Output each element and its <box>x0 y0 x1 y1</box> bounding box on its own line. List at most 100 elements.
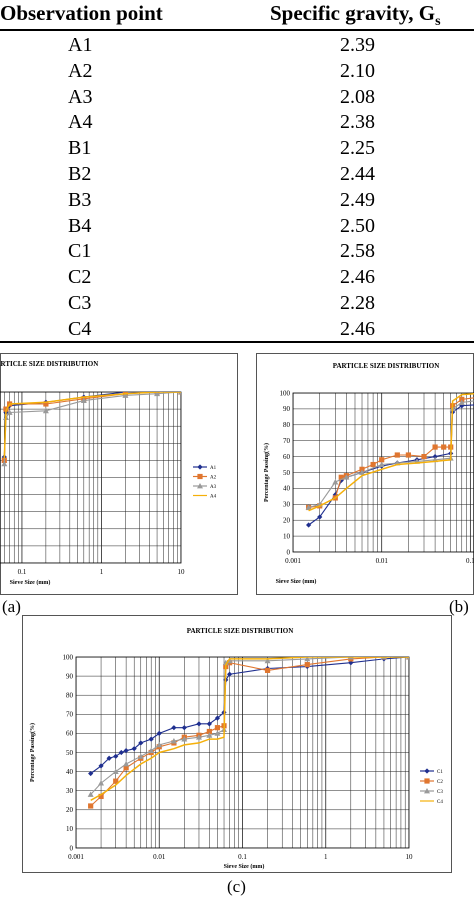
x-axis-title: Sieve Size (mm) <box>224 863 265 870</box>
data-point-b2 <box>394 452 400 458</box>
y-tick-label: 40 <box>283 485 291 493</box>
data-point-a3 <box>42 407 49 414</box>
header-observation-point: Observation point <box>0 1 163 25</box>
specific-gravity-cell: 2.25 <box>340 137 375 160</box>
x-tick-label: 0.001 <box>285 557 301 565</box>
y-tick-label: 90 <box>66 672 74 680</box>
data-point-b3 <box>359 469 366 475</box>
data-point-c1 <box>227 671 233 677</box>
specific-gravity-cell: 2.28 <box>340 292 375 314</box>
observation-point-cell: C3 <box>68 292 92 314</box>
chart-title: PARTICLE SIZE DISTRIBUTION <box>0 360 98 368</box>
specific-gravity-cell: 2.46 <box>340 317 375 340</box>
table-row: B3 2.49 <box>0 188 474 212</box>
data-point-c2 <box>304 662 310 668</box>
chart-panel-b: PARTICLE SIZE DISTRIBUTION 0 10 20 30 40 50 60 7… <box>256 353 474 595</box>
plot-area-border <box>75 656 410 849</box>
data-point-a3 <box>154 392 161 397</box>
x-tick-label: 10 <box>406 853 414 861</box>
legend-label-c4: C4 <box>437 800 443 805</box>
data-point-b3 <box>343 474 350 480</box>
observation-point-cell: C1 <box>68 240 92 263</box>
table-row: B4 2.50 <box>0 214 474 238</box>
y-tick-label: 0 <box>70 844 74 852</box>
data-point-b3 <box>378 461 385 467</box>
y-tick-label: 60 <box>283 453 291 461</box>
x-axis-title: Sieve Size (mm) <box>276 578 317 585</box>
y-tick-label: 40 <box>66 768 74 776</box>
specific-gravity-cell: 2.08 <box>340 85 375 108</box>
data-point-c3 <box>195 734 202 740</box>
data-point-b2 <box>405 452 411 458</box>
y-tick-label: 70 <box>66 711 74 719</box>
data-point-b3 <box>332 479 339 485</box>
x-tick-label: 0.1 <box>466 557 474 565</box>
chart-panel-c: PARTICLE SIZE DISTRIBUTION 0 10 20 30 40 50 60 7… <box>22 615 452 873</box>
data-point-c1 <box>88 770 94 777</box>
y-tick-label: 10 <box>283 532 291 540</box>
x-tick-label: 0.01 <box>153 853 166 861</box>
table-row: B2 2.44 <box>0 162 474 186</box>
x-tick-label: 0.1 <box>18 568 27 576</box>
data-point-b2 <box>421 454 427 460</box>
legend-label-c1: C1 <box>437 770 443 775</box>
y-tick-label: 0 <box>287 548 291 556</box>
series-group <box>1 392 181 467</box>
data-point-a3 <box>6 409 13 415</box>
data-point-b2 <box>432 444 438 450</box>
y-axis-title: Percentage Passing(%) <box>29 723 36 782</box>
legend-marker-c3 <box>424 788 430 794</box>
legend-marker-a3 <box>197 483 203 489</box>
y-tick-label: 50 <box>283 469 291 477</box>
data-point-a2 <box>43 401 49 407</box>
data-point-b2 <box>441 444 447 450</box>
y-tick-label: 60 <box>66 730 74 738</box>
series-line-c4 <box>90 657 409 801</box>
legend: A1 A2 A3 A4 <box>193 464 217 500</box>
observation-point-cell: B2 <box>68 163 92 185</box>
y-tick-label: 100 <box>63 653 74 661</box>
data-point-c3 <box>214 730 221 736</box>
y-tick-label: 90 <box>283 405 291 413</box>
header-specific-gravity-text: Specific gravity, G <box>270 1 436 25</box>
table-row: C3 2.28 <box>0 291 474 315</box>
data-point-c1 <box>138 740 144 746</box>
panel-frame <box>22 615 452 873</box>
x-tick-label: 0.001 <box>68 853 84 861</box>
table-row: C4 2.46 <box>0 317 474 341</box>
data-point-c3 <box>264 657 271 664</box>
series-line-a4 <box>3 392 181 459</box>
specific-gravity-cell: 2.46 <box>340 266 375 289</box>
data-point-b1 <box>306 522 312 528</box>
y-tick-label: 70 <box>283 437 291 445</box>
y-tick-label: 20 <box>66 806 74 814</box>
data-point-b3 <box>458 399 465 405</box>
observation-point-cell: C4 <box>68 317 92 340</box>
legend-marker-a2 <box>197 473 203 480</box>
data-point-b2 <box>370 461 376 468</box>
data-point-c1 <box>131 746 137 752</box>
grid-lines <box>0 392 181 563</box>
caption-a: (a) <box>2 597 21 616</box>
legend-label-c2: C2 <box>437 780 443 785</box>
chart-panel-a: PARTICLE SIZE DISTRIBUTION 0.1 1 10 Sieve Si… <box>0 353 238 595</box>
y-axis-title: Percentage Passing(%) <box>263 443 270 502</box>
legend-marker-c1 <box>424 768 430 774</box>
series-line-b4 <box>308 393 474 512</box>
specific-gravity-cell: 2.39 <box>340 34 375 56</box>
grid-lines <box>76 657 409 848</box>
y-tick-label: 20 <box>283 517 291 525</box>
table-row: C1 2.58 <box>0 239 474 263</box>
plot-area-border <box>0 391 182 564</box>
data-point-c3 <box>112 768 119 774</box>
observation-point-cell: A4 <box>68 111 93 134</box>
y-tick-label: 50 <box>66 749 74 757</box>
data-point-c1 <box>148 736 154 742</box>
chart-title: PARTICLE SIZE DISTRIBUTION <box>187 627 294 635</box>
observation-point-cell: A3 <box>68 85 93 108</box>
data-point-b2 <box>359 466 365 472</box>
series-line-c3 <box>90 657 409 795</box>
y-tick-label: 80 <box>66 692 74 700</box>
data-point-c2 <box>98 793 104 800</box>
y-tick-label: 10 <box>66 825 74 833</box>
